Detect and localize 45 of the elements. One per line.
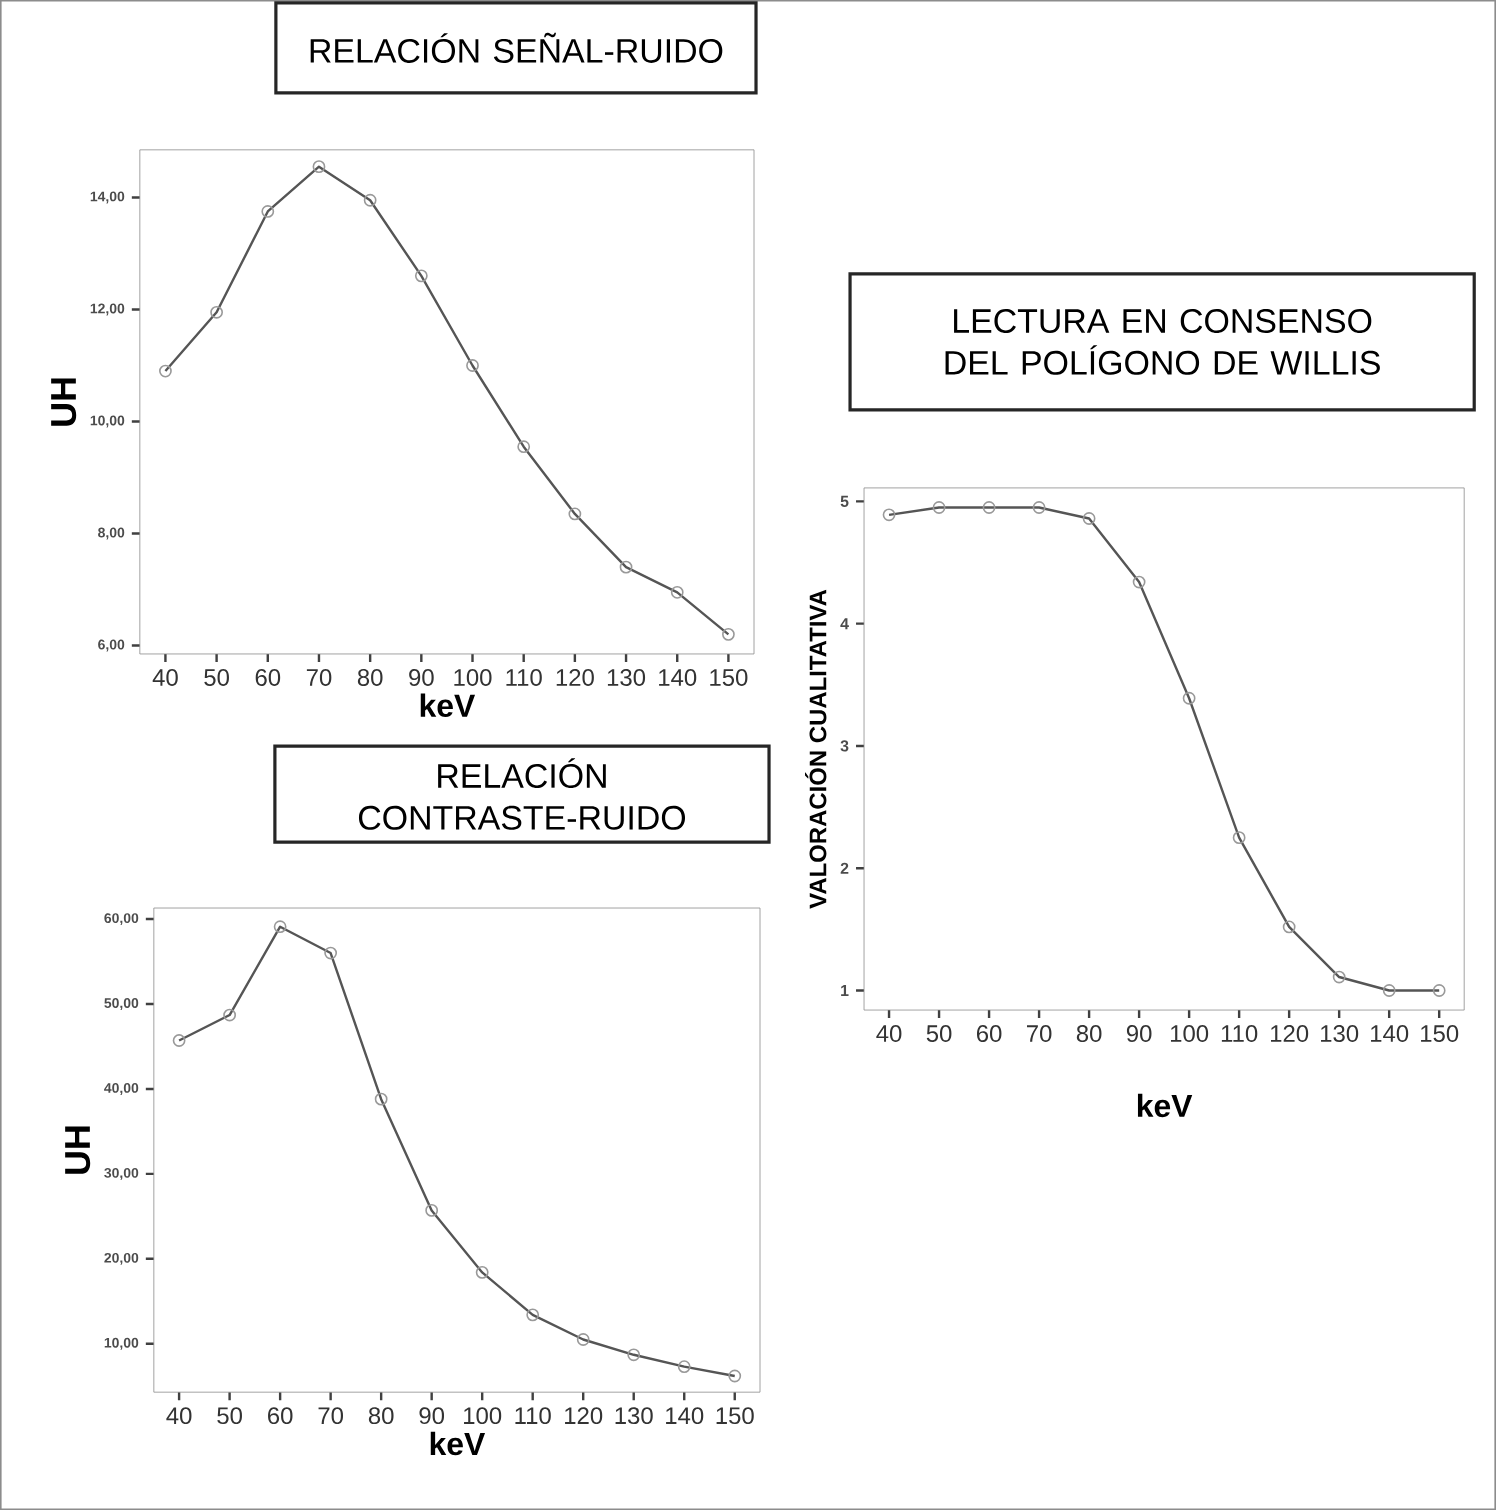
x-tick-label: 60 — [255, 669, 281, 686]
x-axis-title: keV — [1137, 1093, 1193, 1118]
x-tick-label: 70 — [318, 1407, 344, 1425]
x-tick-label: 150 — [1421, 1025, 1459, 1043]
x-tick-label: 110 — [506, 669, 542, 686]
x-tick-label: 130 — [1321, 1025, 1359, 1043]
y-axis-title: UH — [65, 1126, 91, 1174]
y-axis-title: UH — [51, 378, 77, 426]
chart-title: LECTURA EN CONSENSO DEL POLÍGONO DE WILLIS — [945, 309, 1380, 375]
x-tick-label: 150 — [716, 1407, 754, 1425]
x-tick-label: 110 — [1221, 1025, 1258, 1043]
x-tick-label: 100 — [454, 669, 492, 686]
x-tick-label: 60 — [976, 1025, 1002, 1043]
x-tick-label: 100 — [464, 1407, 502, 1425]
y-axis-title: VALORACIÓN CUALITATIVA — [805, 589, 827, 909]
x-tick-label: 120 — [556, 669, 594, 686]
x-axis-title: keV — [420, 693, 476, 718]
x-tick-label: 40 — [166, 1407, 192, 1425]
x-tick-label: 120 — [565, 1407, 603, 1425]
x-tick-label: 90 — [409, 669, 434, 686]
x-tick-label: 40 — [876, 1025, 902, 1043]
x-tick-label: 120 — [1271, 1025, 1309, 1043]
x-tick-label: 90 — [1126, 1025, 1152, 1043]
x-tick-label: 70 — [306, 669, 332, 686]
x-tick-label: 90 — [419, 1407, 445, 1425]
x-tick-label: 140 — [1371, 1025, 1409, 1043]
x-tick-label: 40 — [152, 669, 178, 686]
x-tick-label: 60 — [268, 1407, 293, 1425]
chart-title: RELACIÓN CONTRASTE-RUIDO — [358, 758, 686, 830]
x-tick-label: 50 — [204, 669, 229, 686]
x-tick-label: 80 — [1076, 1025, 1102, 1043]
x-tick-label: 140 — [659, 669, 697, 686]
x-tick-label: 80 — [357, 669, 383, 686]
x-tick-label: 130 — [607, 669, 646, 686]
x-tick-label: 100 — [1170, 1025, 1209, 1043]
x-tick-label: 50 — [217, 1407, 242, 1425]
x-tick-label: 110 — [515, 1407, 551, 1425]
x-tick-label: 70 — [1027, 1025, 1052, 1043]
x-tick-label: 140 — [666, 1407, 704, 1425]
x-axis-title: keV — [430, 1431, 486, 1456]
x-tick-label: 150 — [710, 669, 748, 686]
chart-title: RELACIÓN SEÑAL-RUIDO — [310, 32, 723, 63]
x-tick-label: 130 — [615, 1407, 653, 1425]
x-tick-label: 80 — [368, 1407, 394, 1425]
x-tick-label: 50 — [926, 1025, 952, 1043]
